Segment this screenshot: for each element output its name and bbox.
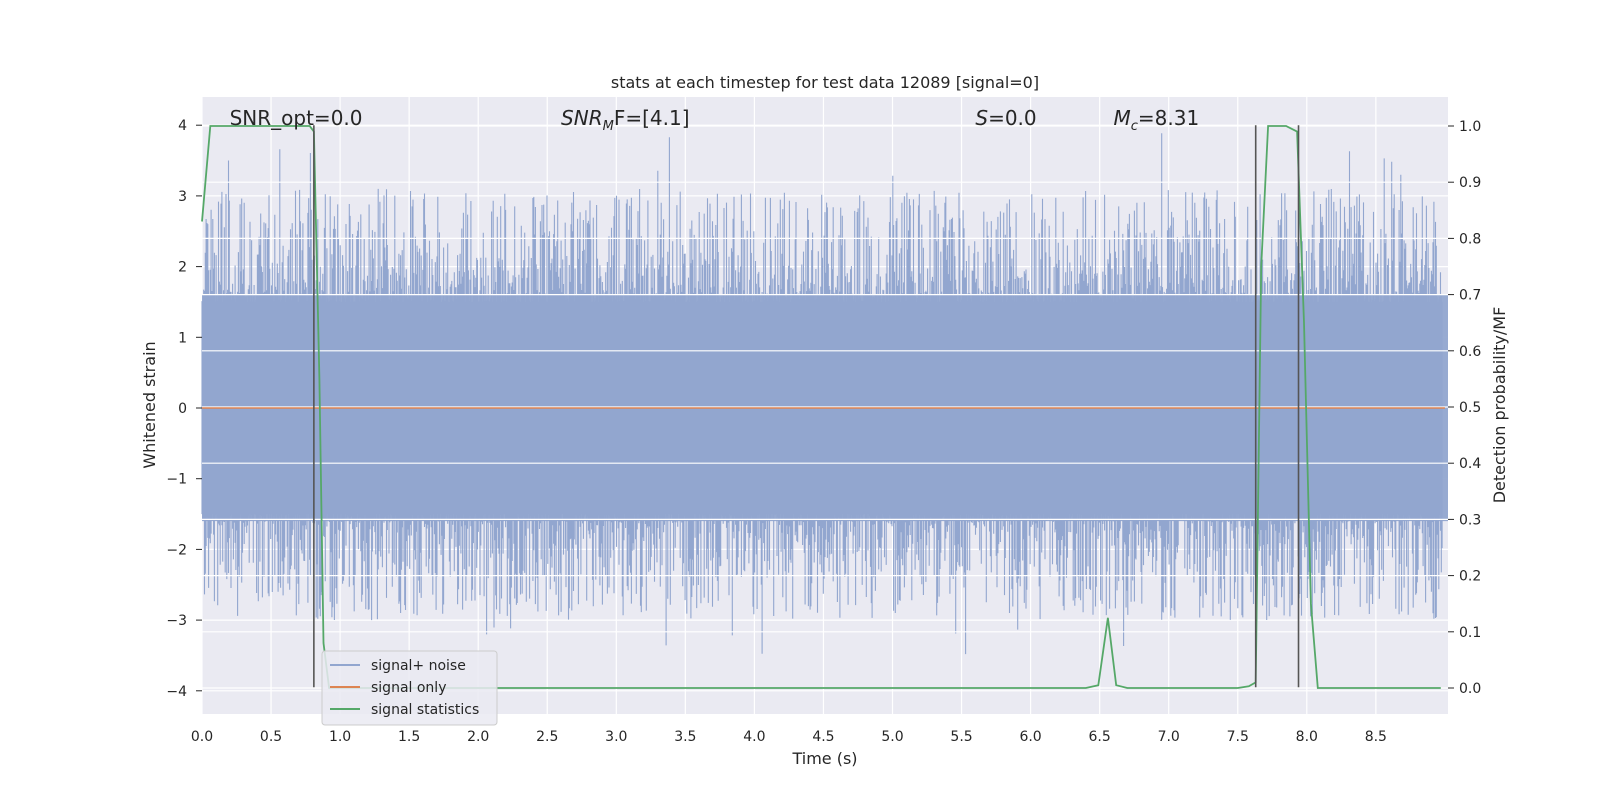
- series-lines: [201, 125, 1445, 689]
- y-left-tick-label: 2: [178, 260, 187, 276]
- x-tick-label: 8.5: [1365, 729, 1387, 745]
- x-tick-label: 1.0: [329, 729, 351, 745]
- y-left-tick-label: 4: [178, 118, 187, 134]
- x-tick-label: 0.5: [260, 729, 282, 745]
- x-tick-label: 6.5: [1089, 729, 1111, 745]
- y-left-tick-label: −4: [166, 684, 187, 700]
- x-tick-label: 5.0: [881, 729, 903, 745]
- x-axis-label: Time (s): [791, 749, 857, 768]
- y-right-tick-label: 0.7: [1459, 288, 1481, 304]
- y-left-tick-label: −1: [166, 472, 187, 488]
- y-right-tick-label: 0.5: [1459, 400, 1481, 416]
- x-tick-label: 5.5: [950, 729, 972, 745]
- legend: signal+ noise signal only signal statist…: [321, 650, 498, 726]
- y-right-tick-label: 0.4: [1459, 456, 1481, 472]
- y-left-tick-label: 3: [178, 189, 187, 205]
- x-tick-label: 0.0: [191, 729, 213, 745]
- x-tick-label: 7.5: [1227, 729, 1249, 745]
- x-tick-label: 8.0: [1296, 729, 1318, 745]
- x-tick-label: 6.0: [1019, 729, 1041, 745]
- y-right-tick-label: 0.3: [1459, 512, 1481, 528]
- y-right-tick-label: 1.0: [1459, 119, 1481, 135]
- x-tick-label: 4.5: [812, 729, 834, 745]
- x-tick-label: 2.5: [536, 729, 558, 745]
- annotation: SNRMF=[4.1]: [561, 106, 689, 134]
- y-axis-label-right: Detection probability/MF: [1490, 307, 1509, 504]
- x-tick-label: 1.5: [398, 729, 420, 745]
- x-tick-label: 4.0: [743, 729, 765, 745]
- vertical-markers: [313, 125, 1300, 688]
- x-tick-label: 7.0: [1158, 729, 1180, 745]
- x-tick-labels: 0.0 0.5 1.0 1.5 2.0 2.5 3.0 3.5 4.0 4.5 5.0 5.5 6.0 6…: [191, 729, 1387, 745]
- y-right-tick-label: 0.2: [1459, 569, 1481, 585]
- y-left-tick-labels: 4 3 2 1 0 −1 −2 −3 −4: [166, 118, 202, 700]
- legend-label-signal-noise: signal+ noise: [371, 658, 466, 674]
- y-right-tick-label: 0.9: [1459, 175, 1481, 191]
- annotation: S=0.0: [975, 106, 1036, 130]
- y-right-tick-labels: 1.0 0.9 0.8 0.7 0.6 0.5 0.4 0.3 0.2 0.1 0.0: [1448, 119, 1481, 697]
- chart-title: stats at each timestep for test data 120…: [611, 73, 1039, 92]
- x-tick-label: 2.0: [467, 729, 489, 745]
- legend-label-signal-only: signal only: [371, 680, 446, 696]
- y-right-tick-label: 0.6: [1459, 344, 1481, 360]
- y-axis-label-left: Whitened strain: [140, 341, 159, 468]
- x-tick-label: 3.0: [605, 729, 627, 745]
- y-right-tick-label: 0.1: [1459, 625, 1481, 641]
- y-left-tick-label: 0: [178, 401, 187, 417]
- annotation: Mc=8.31: [1113, 106, 1199, 134]
- y-right-tick-label: 0.8: [1459, 231, 1481, 247]
- annotations: SNR_opt=0.0 SNRMF=[4.1] S=0.0 Mc=8.31: [230, 106, 1200, 134]
- legend-label-signal-statistics: signal statistics: [371, 702, 479, 718]
- series-signal-statistics: [201, 125, 1441, 689]
- annotation: SNR_opt=0.0: [230, 106, 363, 130]
- y-left-tick-label: −2: [166, 542, 187, 558]
- y-left-tick-label: 1: [178, 330, 187, 346]
- y-left-tick-label: −3: [166, 613, 187, 629]
- legend-box: [321, 650, 498, 726]
- x-tick-label: 3.5: [674, 729, 696, 745]
- y-right-tick-label: 0.0: [1459, 681, 1481, 697]
